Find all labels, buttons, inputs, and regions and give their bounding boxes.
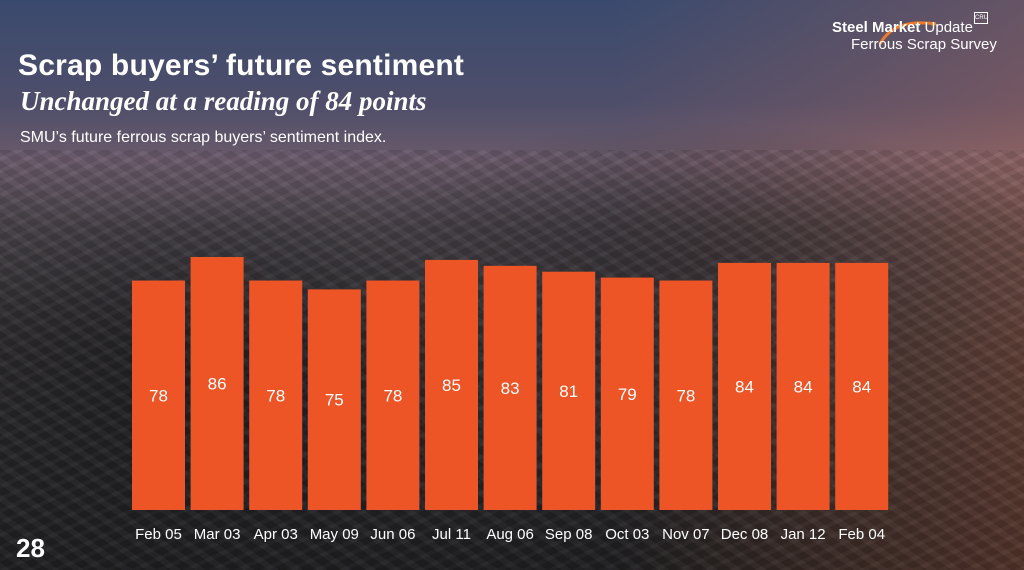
bar-value-label: 86 (208, 375, 227, 394)
logo-brand: Steel Market Update (832, 19, 973, 36)
chart-description: SMU’s future ferrous scrap buyers’ senti… (20, 129, 387, 146)
bar-mar-03 (190, 257, 244, 510)
bar-value-label: 83 (501, 379, 520, 398)
bar-value-label: 81 (559, 382, 578, 401)
x-tick-label: Sep 08 (545, 526, 593, 543)
x-tick-label: Jan 12 (781, 526, 826, 543)
x-tick-label: Oct 03 (605, 526, 649, 543)
bar-sep-08 (542, 271, 596, 510)
x-tick-label: Feb 04 (838, 526, 885, 543)
x-tick-label: Nov 07 (662, 526, 710, 543)
bar-jul-11 (425, 259, 478, 510)
bar-may-09 (307, 289, 361, 510)
steel-market-update-logo: CRU Steel Market Update Ferrous Scrap Su… (832, 10, 1020, 56)
bar-apr-03 (249, 280, 303, 510)
logo-arc-icon (878, 21, 937, 45)
bar-feb-05 (132, 280, 185, 510)
x-tick-label: Dec 08 (721, 526, 769, 543)
x-tick-label: Jun 06 (370, 526, 415, 543)
bar-jan-12 (776, 262, 830, 510)
bar-jun-06 (366, 280, 420, 510)
bar-oct-03 (600, 277, 654, 510)
bar-dec-08 (718, 262, 771, 510)
x-tick-label: May 09 (310, 526, 359, 543)
bar-value-label: 84 (735, 377, 754, 396)
bar-aug-06 (483, 265, 537, 510)
page-number: 28 (16, 533, 45, 563)
bar-nov-07 (659, 280, 713, 510)
x-tick-label: Mar 03 (194, 526, 241, 543)
bar-value-label: 79 (618, 385, 637, 404)
logo-survey-name: Ferrous Scrap Survey (851, 36, 997, 53)
x-tick-label: Aug 06 (486, 526, 534, 543)
x-tick-label: Feb 05 (135, 526, 182, 543)
bar-value-label: 78 (383, 386, 402, 405)
x-tick-label: Apr 03 (254, 526, 298, 543)
bar-value-label: 85 (442, 376, 461, 395)
bar-value-label: 84 (852, 377, 871, 396)
logo-brand-light: Update (920, 19, 973, 36)
bar-value-label: 75 (325, 391, 344, 410)
bar-value-label: 78 (676, 386, 695, 405)
x-tick-label: Jul 11 (432, 526, 471, 543)
bar-value-label: 78 (266, 386, 285, 405)
slide-title: Scrap buyers’ future sentiment (18, 49, 465, 82)
bar-value-label: 84 (794, 377, 813, 396)
bar-value-label: 78 (149, 386, 168, 405)
slide-subtitle: Unchanged at a reading of 84 points (20, 86, 427, 116)
bar-feb-04 (835, 262, 889, 510)
logo-brand-bold: Steel Market (832, 19, 921, 36)
logo-badge: CRU (974, 12, 988, 24)
